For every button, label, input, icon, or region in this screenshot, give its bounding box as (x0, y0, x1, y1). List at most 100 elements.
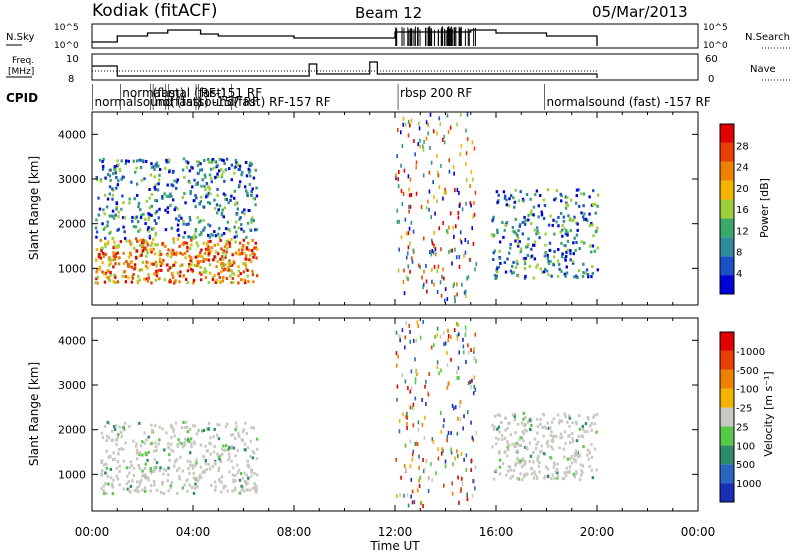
colorbar-tick-label: 24 (736, 163, 749, 174)
heatmap-cell (586, 448, 590, 452)
heatmap-cell (110, 439, 113, 443)
heatmap-cell (577, 434, 580, 438)
heatmap-cell (500, 421, 503, 425)
heatmap-cell (207, 247, 210, 251)
heatmap-cell (422, 504, 424, 509)
heatmap-cell (127, 159, 131, 163)
heatmap-cell (253, 482, 256, 486)
heatmap-cell (123, 421, 127, 425)
heatmap-cell (228, 268, 231, 272)
heatmap-cell (224, 227, 228, 231)
heatmap-cell (454, 299, 456, 304)
heatmap-cell (504, 223, 507, 227)
heatmap-cell (174, 206, 177, 210)
heatmap-cell (589, 424, 592, 428)
heatmap-cell (472, 391, 475, 396)
heatmap-cell (432, 180, 434, 185)
heatmap-cell (410, 494, 412, 499)
heatmap-cell (185, 165, 189, 169)
heatmap-cell (111, 197, 114, 201)
x-tick-label: 04:00 (176, 525, 211, 539)
heatmap-cell (580, 434, 583, 438)
heatmap-cell (450, 447, 452, 452)
heatmap-cell (188, 254, 191, 258)
heatmap-cell (181, 195, 185, 199)
heatmap-cell (124, 159, 128, 163)
heatmap-cell (157, 178, 161, 182)
heatmap-cell (188, 471, 191, 475)
colorbar-tick-label: 12 (736, 226, 749, 237)
heatmap-cell (146, 261, 150, 265)
heatmap-cell (465, 178, 468, 183)
heatmap-cell (208, 263, 212, 267)
heatmap-cell (145, 248, 149, 252)
heatmap-cell (188, 169, 192, 173)
heatmap-cell (430, 462, 432, 467)
heatmap-cell (593, 414, 596, 418)
heatmap-cell (158, 469, 162, 473)
heatmap-cell (547, 260, 550, 264)
heatmap-cell (217, 252, 220, 256)
heatmap-cell (456, 431, 459, 436)
heatmap-cell (122, 225, 125, 229)
heatmap-cell (395, 176, 397, 181)
heatmap-cell (563, 227, 566, 231)
heatmap-cell (579, 463, 582, 467)
heatmap-cell (535, 475, 539, 479)
heatmap-cell (591, 271, 594, 275)
heatmap-cell (442, 424, 445, 429)
heatmap-cell (157, 216, 160, 220)
heatmap-cell (177, 233, 181, 237)
heatmap-cell (564, 195, 568, 199)
heatmap-cell (238, 164, 242, 168)
heatmap-cell (435, 252, 437, 257)
heatmap-cell (458, 264, 461, 269)
heatmap-cell (183, 437, 187, 441)
heatmap-cell (225, 242, 228, 246)
heatmap-cell (575, 221, 578, 225)
heatmap-cell (127, 480, 130, 484)
heatmap-cell (106, 224, 109, 228)
heatmap-cell (579, 192, 583, 196)
heatmap-cell (105, 439, 108, 443)
heatmap-cell (254, 241, 257, 245)
nsky-right-tick-top: 10^5 (703, 23, 728, 33)
heatmap-cell (242, 428, 246, 432)
heatmap-cell (146, 458, 149, 462)
heatmap-cell (448, 381, 450, 386)
heatmap-cell (469, 201, 472, 206)
heatmap-cell (207, 421, 211, 425)
heatmap-cell (161, 194, 164, 198)
heatmap-cell (520, 465, 524, 469)
heatmap-cell (135, 166, 138, 170)
heatmap-cell (187, 235, 190, 239)
heatmap-cell (176, 223, 180, 227)
heatmap-cell (167, 195, 171, 199)
heatmap-cell (442, 331, 445, 336)
heatmap-cell (448, 225, 450, 230)
heatmap-cell (524, 256, 527, 260)
heatmap-cell (218, 477, 221, 481)
heatmap-cell (516, 456, 519, 460)
heatmap-cell (456, 336, 459, 341)
heatmap-cell (172, 184, 175, 188)
heatmap-cell (443, 418, 445, 423)
heatmap-cell (245, 266, 248, 270)
heatmap-cell (439, 334, 442, 339)
heatmap-cell (550, 445, 553, 449)
heatmap-cell (147, 478, 150, 482)
colorbar-tick-label: 4 (736, 269, 742, 280)
colorbar-segment (720, 199, 734, 219)
heatmap-cell (206, 185, 209, 189)
heatmap-cell (526, 472, 529, 476)
heatmap-cell (122, 201, 125, 205)
heatmap-cell (492, 257, 495, 261)
heatmap-cell (514, 431, 517, 435)
heatmap-cell (118, 469, 121, 473)
heatmap-cell (473, 146, 476, 151)
heatmap-cell (510, 271, 514, 275)
heatmap-cell (528, 427, 532, 431)
nsky-panel-frame (91, 23, 699, 49)
heatmap-cell (178, 274, 182, 278)
